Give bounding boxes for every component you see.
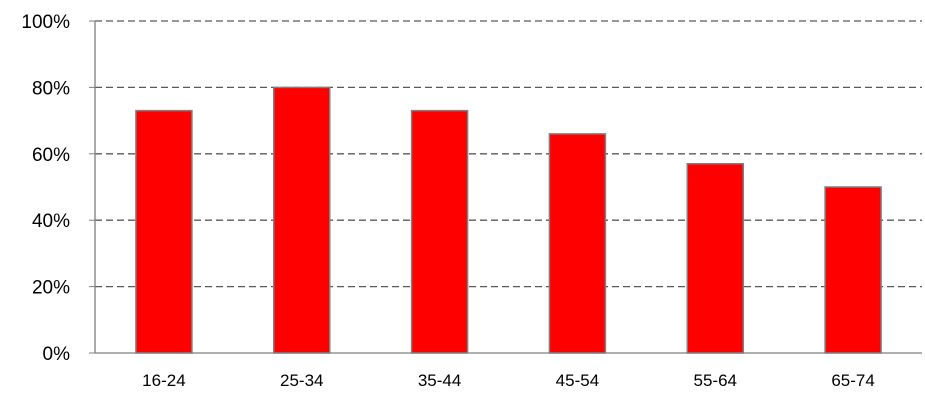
axes [89,20,922,354]
y-tick-label: 20% [32,278,70,299]
y-tick-label: 0% [43,344,71,365]
bar-35-44 [410,109,469,354]
bar-45-54 [548,133,607,354]
gridlines [95,20,922,288]
x-tick-label: 25-34 [280,371,323,390]
bar-16-24 [135,109,193,354]
y-axis-tick-labels: 0% 20% 40% 60% 80% 100% [21,12,70,365]
y-tick-label: 100% [21,12,70,33]
y-tick-label: 40% [32,211,70,232]
y-tick-label: 80% [32,78,70,99]
x-axis-tick-labels: 16-24 25-34 35-44 45-54 55-64 65-74 [142,371,875,390]
x-tick-label: 55-64 [694,371,737,390]
x-tick-label: 16-24 [142,371,185,390]
bars [135,86,882,354]
bar-65-74 [824,186,882,354]
bar-55-64 [686,163,744,354]
x-tick-label: 45-54 [556,371,599,390]
y-tick-label: 60% [32,145,70,166]
bar-25-34 [273,86,331,354]
x-tick-label: 65-74 [831,371,874,390]
x-tick-label: 35-44 [418,371,461,390]
